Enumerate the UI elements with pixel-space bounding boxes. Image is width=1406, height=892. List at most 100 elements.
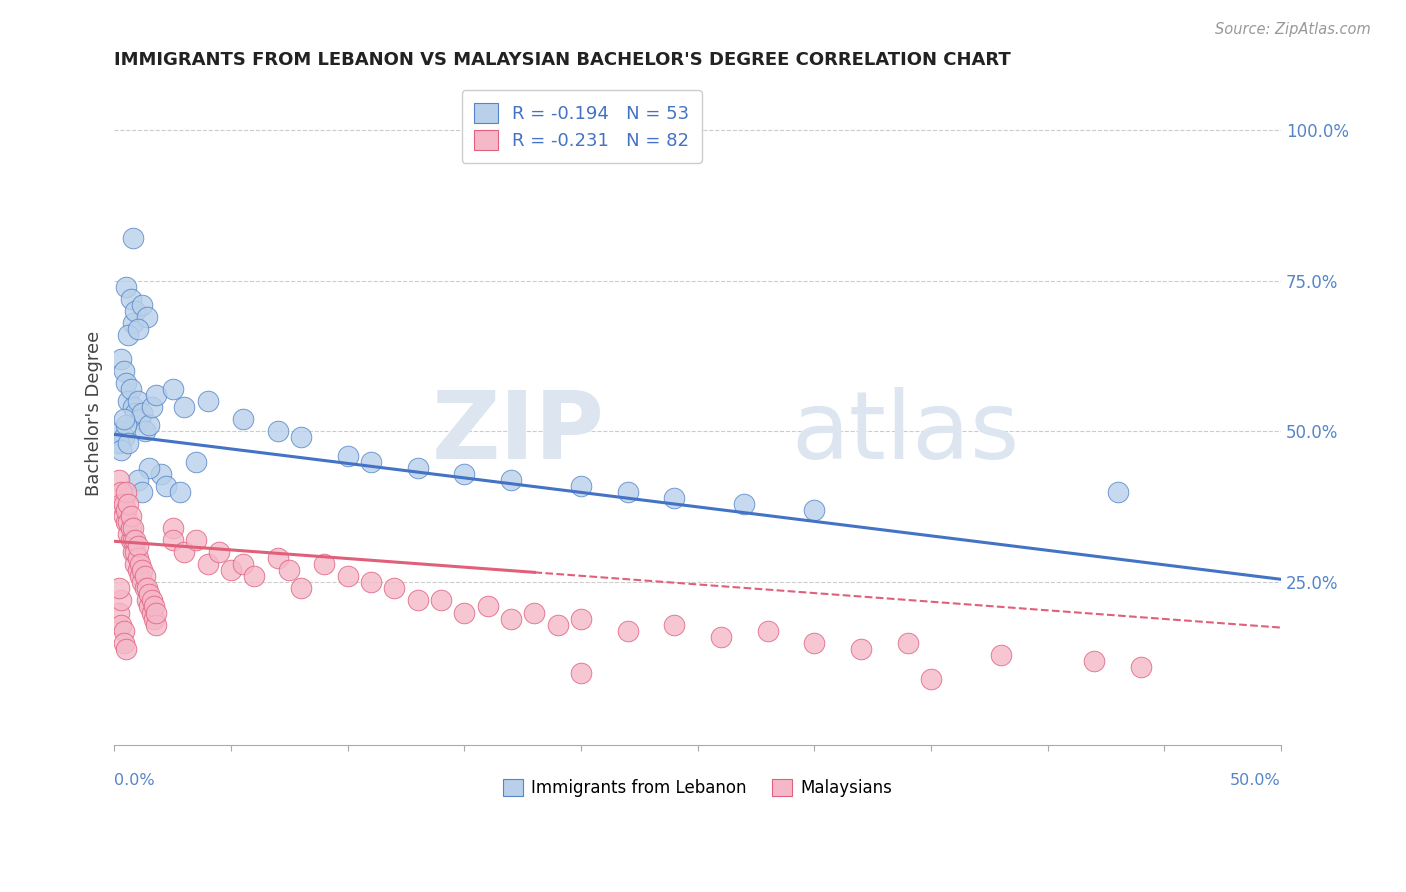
Point <box>406 460 429 475</box>
Point <box>122 533 145 547</box>
Point <box>117 436 139 450</box>
Point <box>112 635 135 649</box>
Point <box>499 473 522 487</box>
Point <box>117 394 139 409</box>
Point <box>112 497 135 511</box>
Point <box>127 539 149 553</box>
Point <box>219 563 242 577</box>
Point <box>110 593 132 607</box>
Text: 0.0%: 0.0% <box>114 773 155 789</box>
Point <box>290 430 312 444</box>
Point <box>112 364 135 378</box>
Point <box>162 521 184 535</box>
Point <box>453 606 475 620</box>
Point <box>138 460 160 475</box>
Point <box>616 624 638 638</box>
Point <box>122 231 145 245</box>
Text: 50.0%: 50.0% <box>1230 773 1281 789</box>
Point <box>120 508 142 523</box>
Point <box>756 624 779 638</box>
Point <box>131 298 153 312</box>
Point <box>453 467 475 481</box>
Point <box>115 484 138 499</box>
Point <box>141 606 163 620</box>
Point <box>122 316 145 330</box>
Point <box>336 569 359 583</box>
Point <box>430 593 453 607</box>
Point <box>131 563 153 577</box>
Point <box>129 412 152 426</box>
Point <box>155 479 177 493</box>
Legend: Immigrants from Lebanon, Malaysians: Immigrants from Lebanon, Malaysians <box>496 772 898 804</box>
Point <box>124 406 146 420</box>
Point <box>360 454 382 468</box>
Point <box>122 401 145 415</box>
Point <box>131 406 153 420</box>
Point <box>112 412 135 426</box>
Point <box>124 545 146 559</box>
Point <box>290 582 312 596</box>
Point <box>145 606 167 620</box>
Point <box>733 497 755 511</box>
Point <box>127 551 149 566</box>
Point <box>141 593 163 607</box>
Point <box>173 401 195 415</box>
Point <box>124 533 146 547</box>
Point <box>243 569 266 583</box>
Point <box>664 491 686 505</box>
Point <box>208 545 231 559</box>
Point <box>169 484 191 499</box>
Point <box>110 497 132 511</box>
Point <box>547 617 569 632</box>
Point <box>120 533 142 547</box>
Point <box>112 624 135 638</box>
Point <box>127 394 149 409</box>
Point <box>110 484 132 499</box>
Point <box>569 665 592 680</box>
Point <box>115 503 138 517</box>
Point <box>115 641 138 656</box>
Point <box>920 672 942 686</box>
Point <box>141 401 163 415</box>
Point <box>143 611 166 625</box>
Point <box>110 442 132 457</box>
Point <box>108 473 131 487</box>
Text: IMMIGRANTS FROM LEBANON VS MALAYSIAN BACHELOR'S DEGREE CORRELATION CHART: IMMIGRANTS FROM LEBANON VS MALAYSIAN BAC… <box>114 51 1011 69</box>
Text: atlas: atlas <box>792 387 1019 479</box>
Point <box>173 545 195 559</box>
Point <box>110 351 132 366</box>
Point <box>849 641 872 656</box>
Point <box>897 635 920 649</box>
Point <box>803 503 825 517</box>
Point <box>108 606 131 620</box>
Point <box>143 599 166 614</box>
Point <box>162 533 184 547</box>
Point <box>122 545 145 559</box>
Point <box>197 394 219 409</box>
Point <box>314 558 336 572</box>
Point <box>120 292 142 306</box>
Point <box>129 558 152 572</box>
Point <box>184 533 207 547</box>
Point <box>138 599 160 614</box>
Text: Source: ZipAtlas.com: Source: ZipAtlas.com <box>1215 22 1371 37</box>
Point <box>115 279 138 293</box>
Point <box>616 484 638 499</box>
Point <box>138 587 160 601</box>
Point <box>120 521 142 535</box>
Point <box>267 425 290 439</box>
Point <box>1107 484 1129 499</box>
Point <box>523 606 546 620</box>
Point <box>803 635 825 649</box>
Point <box>112 508 135 523</box>
Point <box>569 479 592 493</box>
Point <box>664 617 686 632</box>
Y-axis label: Bachelor's Degree: Bachelor's Degree <box>86 331 103 496</box>
Point <box>150 467 173 481</box>
Point <box>127 563 149 577</box>
Point <box>108 436 131 450</box>
Point <box>136 310 159 324</box>
Point <box>232 558 254 572</box>
Point <box>110 425 132 439</box>
Point <box>129 569 152 583</box>
